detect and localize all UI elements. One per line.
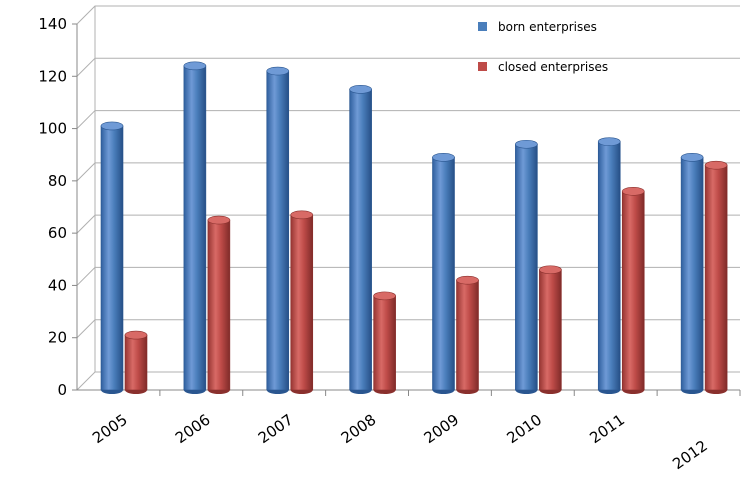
bar <box>432 153 455 394</box>
y-tick-label: 40 <box>48 276 67 294</box>
y-tick-label: 0 <box>57 381 67 399</box>
y-tick-label: 60 <box>48 224 67 242</box>
bar <box>100 121 124 394</box>
bar <box>539 265 562 394</box>
y-tick-label: 100 <box>38 120 67 138</box>
x-tick-label: 2012 <box>669 437 711 474</box>
bar <box>621 187 645 394</box>
y-tick-label: 80 <box>48 172 67 190</box>
bar <box>704 160 728 394</box>
x-axis-labels: 2005 2006 2007 2008 2009 2010 2011 2012 <box>89 411 711 474</box>
bar <box>124 330 148 394</box>
y-tick-label: 140 <box>38 15 67 33</box>
gridline <box>76 110 740 129</box>
bar <box>266 66 290 394</box>
bar <box>373 291 396 394</box>
bar <box>183 61 207 394</box>
bar <box>349 85 372 394</box>
gridline <box>76 162 740 182</box>
bar <box>290 210 314 394</box>
gridline <box>76 5 740 25</box>
y-axis-ticks: 0 20 40 60 80 100 120 140 <box>38 15 77 399</box>
legend-label: born enterprises <box>498 20 597 34</box>
legend: born enterprises closed enterprises <box>478 20 608 74</box>
bar <box>515 139 538 394</box>
legend-swatch <box>478 22 487 31</box>
legend-label: closed enterprises <box>498 60 608 74</box>
bars <box>100 61 728 394</box>
x-tick-label: 2009 <box>421 411 463 448</box>
x-tick-label: 2011 <box>586 411 628 448</box>
x-tick-label: 2008 <box>338 411 380 448</box>
bar <box>207 215 231 394</box>
x-tick-label: 2005 <box>89 411 131 448</box>
x-tick-label: 2006 <box>172 411 214 448</box>
legend-swatch <box>478 62 487 71</box>
y-tick-label: 20 <box>48 329 67 347</box>
x-tick-label: 2007 <box>255 411 297 448</box>
legend-entry: born enterprises <box>478 20 597 34</box>
y-tick-label: 120 <box>38 67 67 85</box>
legend-entry: closed enterprises <box>478 60 608 74</box>
x-tick-label: 2010 <box>504 411 546 448</box>
bar <box>456 275 479 394</box>
gridline <box>76 57 740 77</box>
bar <box>597 137 621 394</box>
bar <box>680 153 704 394</box>
